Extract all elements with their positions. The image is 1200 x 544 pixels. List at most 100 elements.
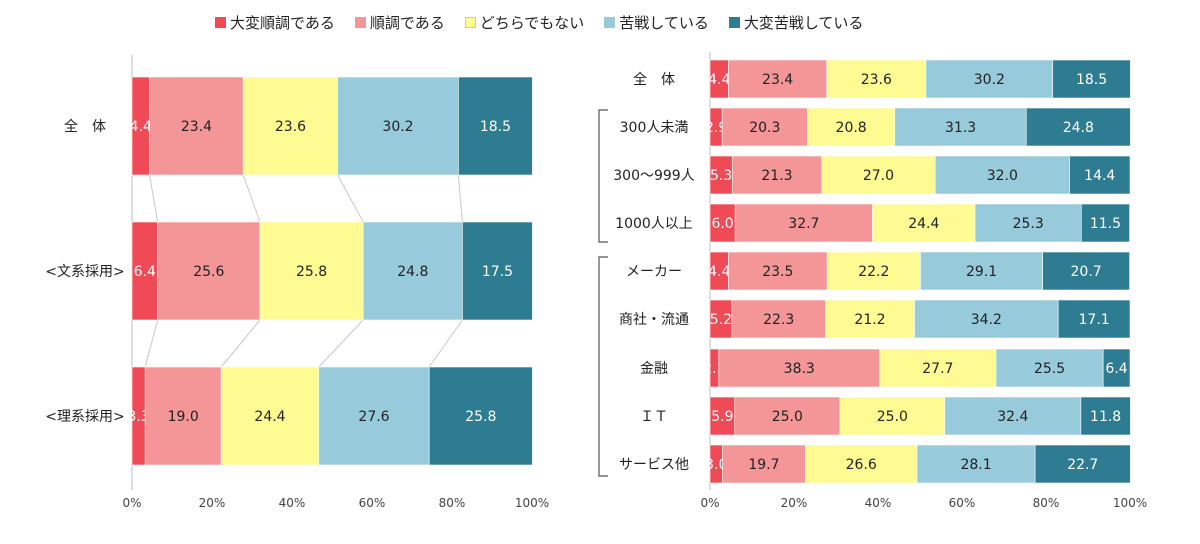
category-label: 商社・流通	[619, 312, 689, 328]
bar-segment	[149, 76, 244, 176]
bar-segment	[734, 396, 841, 436]
data-label: 31.3	[945, 120, 976, 136]
data-label: 20.7	[1071, 264, 1102, 280]
data-label: 5.3	[710, 168, 732, 184]
data-label: 25.8	[296, 264, 327, 280]
x-tick-label: 20%	[781, 496, 808, 510]
bar-segment	[872, 203, 976, 243]
category-label: 300人未満	[620, 120, 689, 136]
category-label: サービス他	[619, 457, 689, 473]
x-tick-label: 0%	[700, 496, 719, 510]
data-label: 4.4	[708, 264, 730, 280]
data-label: 25.0	[877, 409, 908, 425]
bar-segment	[916, 444, 1036, 484]
x-tick-label: 100%	[515, 496, 549, 510]
data-label: 28.1	[960, 457, 991, 473]
bar-segment	[721, 107, 808, 147]
data-label: 27.6	[358, 409, 389, 425]
category-label: <文系採用>	[45, 264, 124, 280]
legend-item: 順調である	[354, 12, 445, 33]
data-label: 29.1	[966, 264, 997, 280]
bar-segment	[914, 299, 1059, 339]
series-connector-line	[457, 174, 463, 223]
bar-segment	[1042, 251, 1130, 291]
data-label: 17.5	[482, 264, 513, 280]
bar-segment	[925, 59, 1054, 99]
bar-segment	[728, 59, 828, 99]
data-label: 23.5	[762, 264, 793, 280]
data-label: 6.4	[134, 264, 156, 280]
data-label: 11.8	[1090, 409, 1121, 425]
category-label: 全 体	[64, 118, 106, 135]
data-label: 22.7	[1067, 457, 1098, 473]
series-connector-line	[220, 319, 261, 368]
bar-segment	[995, 348, 1104, 388]
bar-segment	[1057, 299, 1131, 339]
bar-segment	[825, 299, 915, 339]
bar-segment	[1025, 107, 1131, 147]
x-tick-label: 80%	[439, 496, 466, 510]
bar-segment	[144, 366, 222, 466]
series-connector-line	[318, 319, 364, 368]
bar-segment	[428, 366, 533, 466]
bar-segment	[718, 348, 880, 388]
x-tick-label: 40%	[279, 496, 306, 510]
legend-label: 苦戦している	[619, 13, 709, 32]
legend-item: 大変苦戦している	[728, 12, 864, 33]
bar-segment	[362, 221, 463, 321]
data-label: 17.1	[1079, 312, 1110, 328]
data-label: 25.8	[465, 409, 496, 425]
data-label: 24.4	[254, 409, 285, 425]
legend-label: どちらでもない	[479, 13, 585, 32]
data-label: 25.6	[193, 264, 224, 280]
bar-segment	[1069, 155, 1131, 195]
bar-segment	[731, 299, 826, 339]
data-label: 38.3	[784, 361, 815, 377]
data-label: 5.9	[711, 409, 733, 425]
data-label: 19.0	[168, 409, 199, 425]
bar-segment	[826, 59, 927, 99]
series-connector-line	[428, 319, 463, 368]
data-label: 32.7	[788, 216, 819, 232]
bar-segment	[728, 251, 828, 291]
data-label: 21.2	[854, 312, 885, 328]
legend-item: どちらでもない	[464, 12, 585, 33]
bar-segment	[337, 76, 459, 176]
series-connector-line	[337, 174, 364, 223]
category-label: ＩＴ	[640, 409, 668, 425]
data-label: 19.7	[748, 457, 779, 473]
data-label: 3.3	[127, 409, 149, 425]
bar-segment	[821, 155, 936, 195]
bar-segment	[157, 221, 261, 321]
bar-segment	[807, 107, 896, 147]
bar-segment	[709, 396, 736, 436]
bar-segment	[242, 76, 338, 176]
series-connector-line	[149, 174, 159, 223]
series-connector-line	[242, 174, 261, 223]
bar-segment	[839, 396, 946, 436]
bar-segment	[826, 251, 921, 291]
bar-segment	[894, 107, 1027, 147]
bar-segment	[220, 366, 320, 466]
x-tick-label: 60%	[949, 496, 976, 510]
data-label: 24.8	[397, 264, 428, 280]
x-tick-label: 80%	[1033, 496, 1060, 510]
data-label: 20.8	[836, 120, 867, 136]
data-label: 27.7	[922, 361, 953, 377]
category-label: 全 体	[633, 71, 675, 88]
legend-swatch	[354, 16, 366, 28]
x-tick-label: 100%	[1113, 496, 1147, 510]
data-label: 3.0	[705, 457, 727, 473]
data-label: 5.2	[710, 312, 732, 328]
data-label: 23.6	[861, 72, 892, 88]
legend-label: 大変順調である	[230, 13, 335, 32]
legend-item: 大変順調である	[215, 12, 335, 33]
bar-segment	[944, 396, 1082, 436]
data-label: 21.3	[761, 168, 792, 184]
category-label: 1000人以上	[615, 216, 693, 232]
legend-label: 大変苦戦している	[743, 13, 864, 32]
category-label: <理系採用>	[45, 409, 124, 425]
bar-segment	[462, 221, 533, 321]
data-label: 4.4	[708, 72, 730, 88]
data-label: 20.3	[749, 120, 780, 136]
